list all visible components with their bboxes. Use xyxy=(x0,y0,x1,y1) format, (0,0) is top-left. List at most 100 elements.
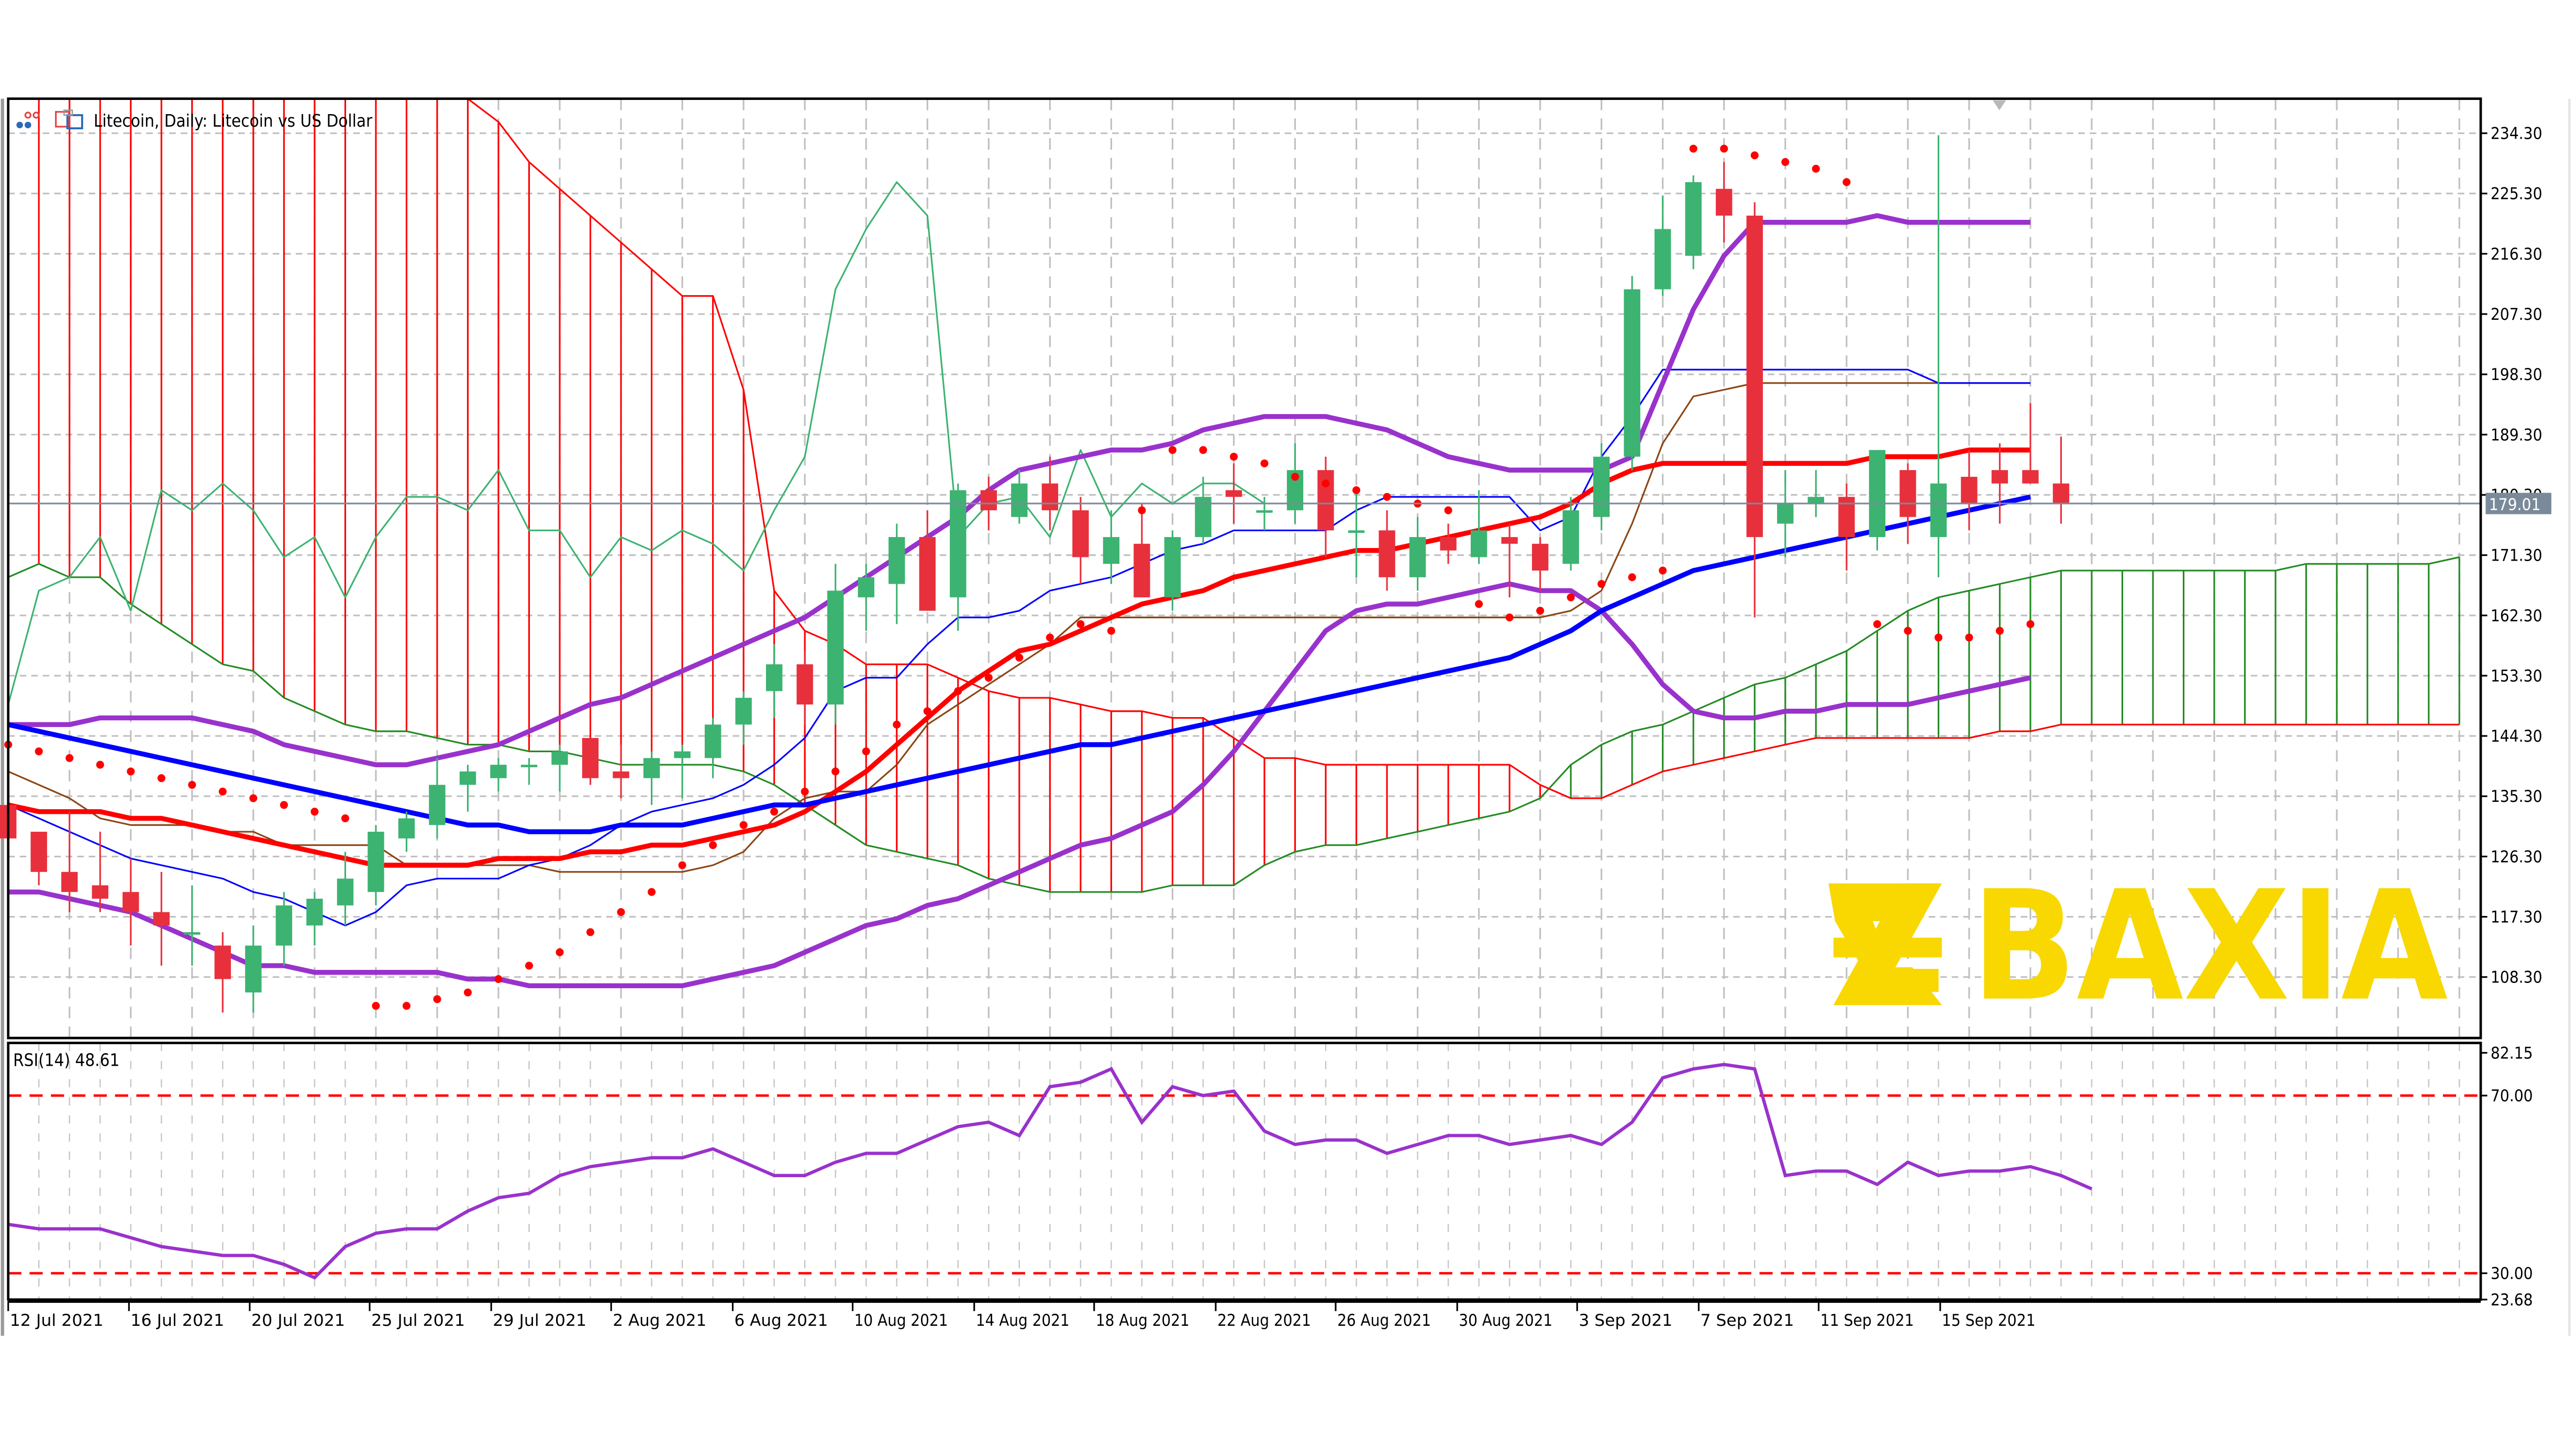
candle[interactable] xyxy=(1991,443,2008,524)
candle[interactable] xyxy=(61,811,78,912)
candle[interactable] xyxy=(613,744,629,799)
candle[interactable] xyxy=(551,744,568,792)
candle[interactable] xyxy=(92,832,108,912)
date-tick-label: 18 Aug 2021 xyxy=(1096,1311,1190,1330)
baxia-wordmark: BAXIA xyxy=(1971,858,2449,1034)
candle[interactable] xyxy=(1869,450,1886,551)
price-tick-label: 108.30 xyxy=(2491,968,2542,987)
candle[interactable] xyxy=(1470,490,1487,564)
date-tick-label: 2 Aug 2021 xyxy=(613,1311,706,1330)
time-axis[interactable]: 12 Jul 2021 16 Jul 2021 20 Jul 2021 25 Jul … xyxy=(7,1301,2036,1330)
candle[interactable] xyxy=(1961,450,1978,531)
price-tick-label: 207.30 xyxy=(2491,305,2542,324)
candle[interactable] xyxy=(245,925,262,1013)
candle[interactable] xyxy=(1041,456,1059,531)
candle[interactable] xyxy=(490,758,507,792)
candle[interactable] xyxy=(337,852,354,926)
candle[interactable] xyxy=(1164,530,1181,611)
candle[interactable] xyxy=(1501,523,1518,598)
price-tick-label: 216.30 xyxy=(2491,245,2542,264)
candle[interactable] xyxy=(306,892,323,946)
candle[interactable] xyxy=(1409,517,1426,591)
candle[interactable] xyxy=(1807,470,1825,517)
price-tick-label: 198.30 xyxy=(2491,365,2542,384)
chart-title-bar: Litecoin, Daily: Litecoin vs US Dollar xyxy=(16,109,373,131)
candle[interactable] xyxy=(275,892,293,966)
candle[interactable] xyxy=(459,765,476,812)
date-tick-label: 20 Jul 2021 xyxy=(251,1311,345,1330)
date-tick-label: 25 Jul 2021 xyxy=(371,1311,465,1330)
price-tick-label: 225.30 xyxy=(2491,185,2542,204)
candle[interactable] xyxy=(2052,437,2070,524)
candle[interactable] xyxy=(1655,195,1671,296)
chart-shift-marker-icon[interactable] xyxy=(1993,100,2006,110)
rsi-tick-label: 82.15 xyxy=(2491,1044,2533,1063)
candle[interactable] xyxy=(214,932,231,1013)
price-tick-label: 117.30 xyxy=(2491,908,2542,927)
candle[interactable] xyxy=(1624,276,1640,471)
candle[interactable] xyxy=(1256,497,1273,531)
candle[interactable] xyxy=(674,744,691,799)
date-tick-label: 16 Jul 2021 xyxy=(130,1311,224,1330)
candle[interactable] xyxy=(153,871,170,966)
rsi-panel[interactable]: RSI(14) 48.61 82.15 70.00 30.00 23.68 xyxy=(7,1042,2533,1310)
candle[interactable] xyxy=(643,751,660,805)
window-mode-icon[interactable] xyxy=(55,109,83,130)
candle[interactable] xyxy=(184,885,201,966)
rsi-tick-label: 30.00 xyxy=(2491,1265,2533,1283)
price-tick-label: 144.30 xyxy=(2491,727,2542,746)
candle[interactable] xyxy=(1348,490,1365,577)
candle[interactable] xyxy=(1379,510,1395,591)
candle[interactable] xyxy=(368,825,384,906)
baxia-logo-icon xyxy=(1828,883,1942,1005)
price-tick-label: 234.30 xyxy=(2491,125,2542,143)
rsi-axis[interactable]: 82.15 70.00 30.00 23.68 xyxy=(2481,1044,2533,1310)
price-panel[interactable] xyxy=(0,97,2482,1040)
candle[interactable] xyxy=(1134,504,1150,598)
date-tick-label: 3 Sep 2021 xyxy=(1579,1311,1672,1330)
date-tick-label: 30 Aug 2021 xyxy=(1459,1311,1552,1330)
candle[interactable] xyxy=(1716,162,1733,243)
rsi-tick-label: 23.68 xyxy=(2491,1291,2533,1310)
candle[interactable] xyxy=(2022,403,2039,484)
candle[interactable] xyxy=(1103,510,1120,584)
candle[interactable] xyxy=(1562,497,1579,571)
candle[interactable] xyxy=(582,737,599,785)
candle[interactable] xyxy=(1746,202,1763,618)
candle[interactable] xyxy=(765,644,783,718)
candle[interactable] xyxy=(950,483,967,631)
candle[interactable] xyxy=(1440,523,1457,564)
candle[interactable] xyxy=(1531,537,1549,591)
candle[interactable] xyxy=(1593,443,1610,531)
price-tick-label: 135.30 xyxy=(2491,787,2542,806)
current-price-tag: 179.01 xyxy=(2485,493,2551,515)
rsi-label: RSI(14) 48.61 xyxy=(13,1050,119,1070)
current-price-label: 179.01 xyxy=(2489,496,2541,515)
candle[interactable] xyxy=(30,832,47,886)
date-tick-label: 14 Aug 2021 xyxy=(976,1311,1070,1330)
candle[interactable] xyxy=(1317,456,1334,557)
candle[interactable] xyxy=(735,691,752,745)
candle[interactable] xyxy=(827,564,844,725)
candle[interactable] xyxy=(919,510,936,611)
candle[interactable] xyxy=(429,758,446,839)
chart-title: Litecoin, Daily: Litecoin vs US Dollar xyxy=(94,110,373,131)
candle[interactable] xyxy=(704,718,721,778)
candle[interactable] xyxy=(1072,497,1089,584)
candle[interactable] xyxy=(520,758,538,785)
date-tick-label: 15 Sep 2021 xyxy=(1942,1311,2036,1330)
candle[interactable] xyxy=(1225,463,1242,524)
candle[interactable] xyxy=(889,523,905,624)
candle[interactable] xyxy=(858,564,874,631)
candle[interactable] xyxy=(398,811,415,852)
price-tick-label: 162.30 xyxy=(2491,607,2542,625)
candle[interactable] xyxy=(1777,470,1794,557)
candle[interactable] xyxy=(796,651,813,725)
date-tick-label: 7 Sep 2021 xyxy=(1701,1311,1794,1330)
candle[interactable] xyxy=(1685,175,1702,270)
candle[interactable] xyxy=(123,858,139,946)
candle[interactable] xyxy=(1011,470,1028,524)
chart-symbol-icon[interactable] xyxy=(16,111,40,129)
